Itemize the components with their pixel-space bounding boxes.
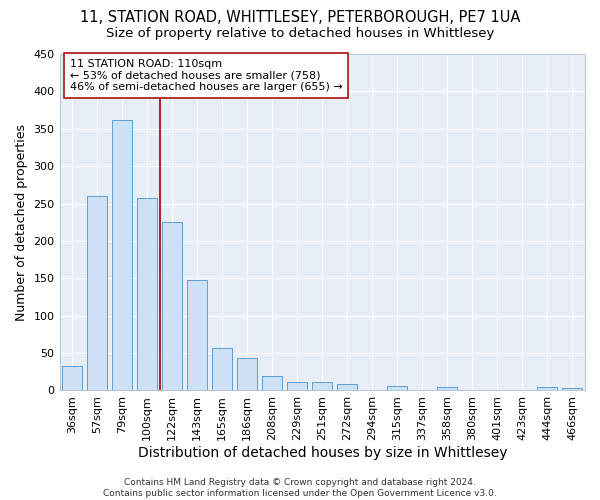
Bar	[437, 388, 457, 390]
Bar	[112, 120, 132, 390]
Bar	[162, 222, 182, 390]
Bar	[187, 280, 207, 390]
Text: Contains HM Land Registry data © Crown copyright and database right 2024.
Contai: Contains HM Land Registry data © Crown c…	[103, 478, 497, 498]
Bar	[212, 348, 232, 391]
Text: Size of property relative to detached houses in Whittlesey: Size of property relative to detached ho…	[106, 28, 494, 40]
Bar	[312, 382, 332, 390]
Bar	[538, 388, 557, 390]
X-axis label: Distribution of detached houses by size in Whittlesey: Distribution of detached houses by size …	[137, 446, 507, 460]
Bar	[137, 198, 157, 390]
Bar	[562, 388, 583, 390]
Bar	[237, 358, 257, 390]
Bar	[287, 382, 307, 390]
Text: 11, STATION ROAD, WHITTLESEY, PETERBOROUGH, PE7 1UA: 11, STATION ROAD, WHITTLESEY, PETERBOROU…	[80, 10, 520, 25]
Bar	[262, 376, 282, 390]
Y-axis label: Number of detached properties: Number of detached properties	[15, 124, 28, 320]
Bar	[337, 384, 358, 390]
Bar	[388, 386, 407, 390]
Text: 11 STATION ROAD: 110sqm
← 53% of detached houses are smaller (758)
46% of semi-d: 11 STATION ROAD: 110sqm ← 53% of detache…	[70, 59, 343, 92]
Bar	[62, 366, 82, 390]
Bar	[87, 196, 107, 390]
